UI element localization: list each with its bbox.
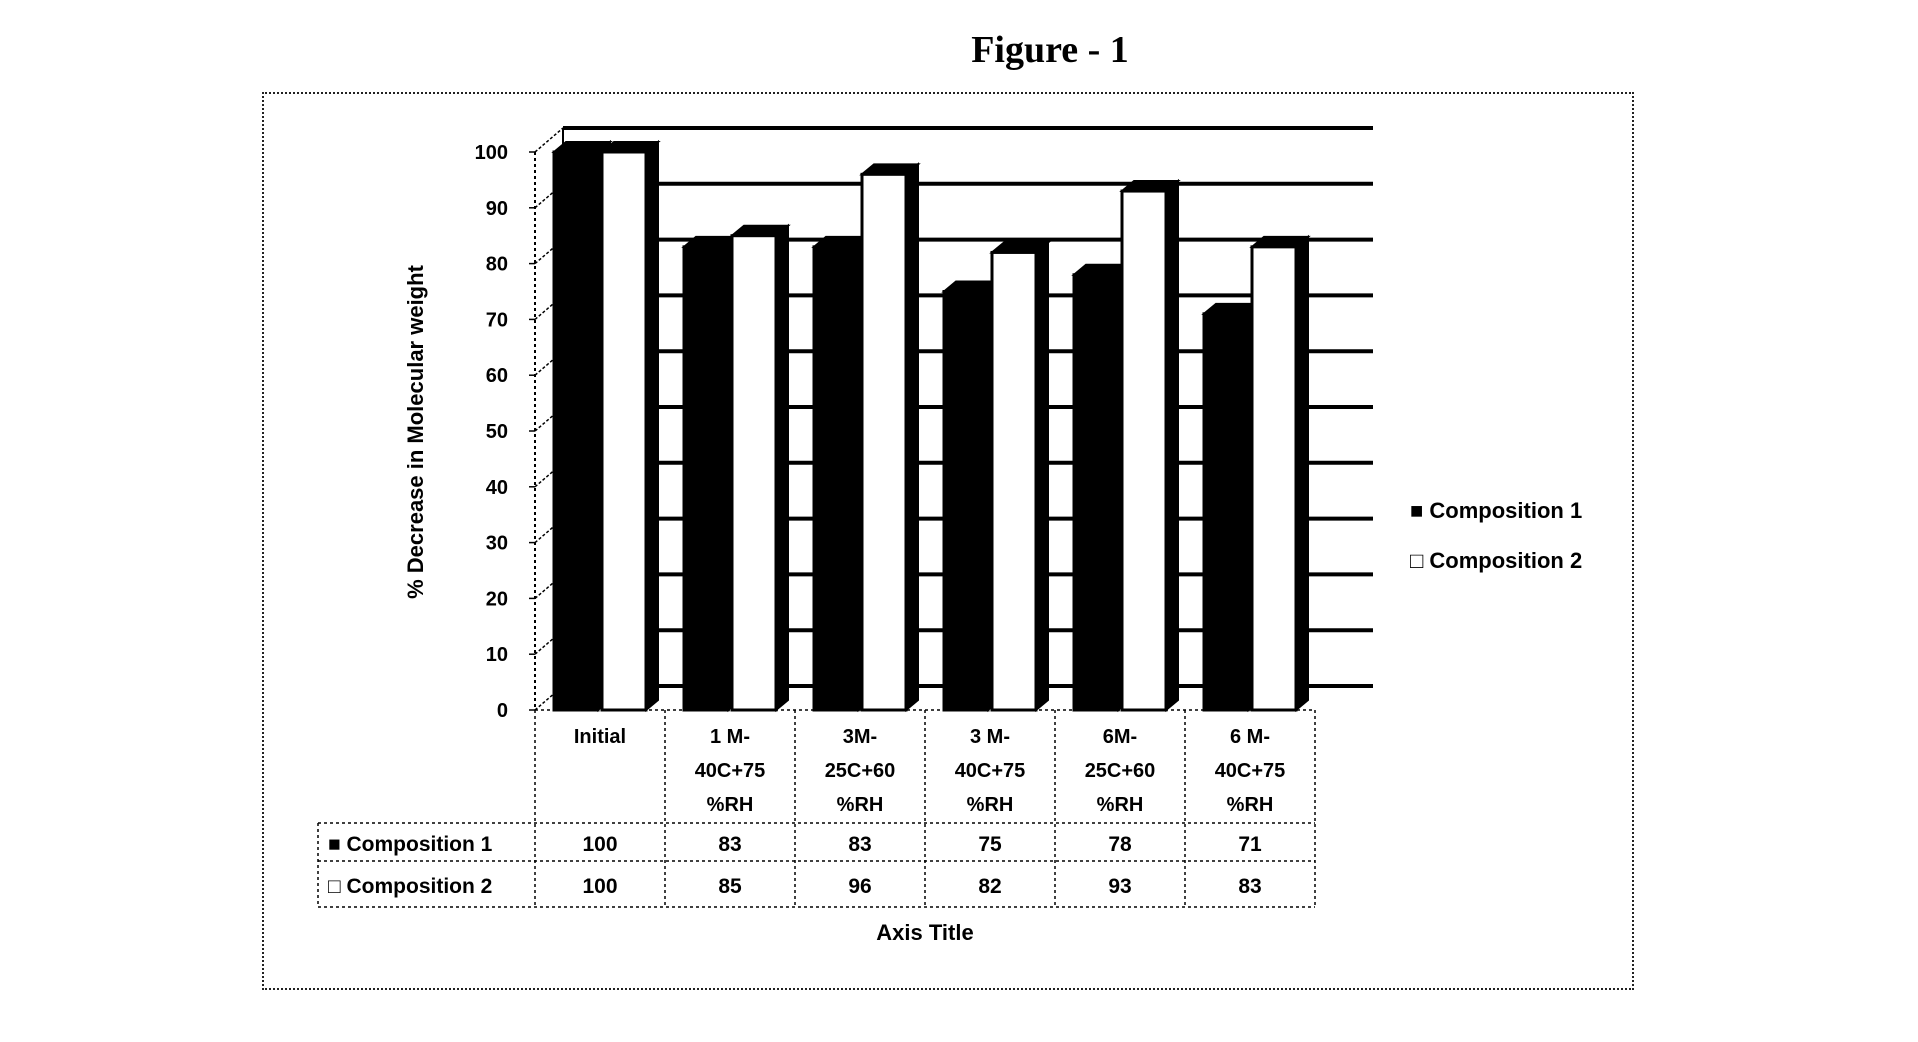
table-cell-0-4: 78: [1108, 833, 1132, 856]
table-cell-1-0: 100: [582, 875, 617, 898]
y-tick-label-30: 30: [486, 533, 508, 555]
bar-side: [1035, 240, 1049, 713]
bar-front: [860, 172, 908, 712]
bar-front: [1202, 312, 1250, 712]
x-category-label-5-2: %RH: [1227, 794, 1274, 816]
bar-front: [682, 245, 730, 712]
bar-front: [990, 250, 1038, 712]
bar-side: [1295, 234, 1309, 713]
y-tick-label-50: 50: [486, 421, 508, 443]
x-category-label-2-1: 25C+60: [825, 760, 896, 782]
x-category-label-1-1: 40C+75: [695, 760, 766, 782]
table-cell-1-3: 82: [978, 875, 1001, 898]
y-tick-label-70: 70: [486, 309, 508, 331]
chart-frame: [262, 92, 1634, 990]
y-tick-label-20: 20: [486, 588, 508, 610]
y-tick-label-100: 100: [475, 142, 508, 164]
bar-1-1: [729, 223, 791, 713]
bar-side: [905, 162, 919, 713]
table-cell-0-3: 75: [978, 833, 1002, 856]
y-tick-label-90: 90: [486, 198, 508, 220]
x-category-label-4-0: 6M-: [1103, 726, 1137, 748]
table-cell-1-5: 83: [1238, 875, 1261, 898]
figure-title: Figure - 1: [971, 29, 1129, 71]
table-cell-0-1: 83: [718, 833, 741, 856]
y-tick-label-40: 40: [486, 477, 508, 499]
y-tick-label-80: 80: [486, 254, 508, 276]
side-gridline-100: [534, 127, 564, 153]
x-category-label-1-0: 1 M-: [710, 726, 750, 748]
bar-front: [942, 290, 990, 712]
table-row-label-0: ■ Composition 1: [328, 833, 493, 856]
bar-1-2: [859, 162, 921, 713]
table-cell-0-5: 71: [1238, 833, 1262, 856]
bar-front: [600, 150, 648, 712]
bar-front: [1120, 189, 1168, 712]
y-axis-label: % Decrease in Molecular weight: [403, 264, 428, 598]
x-category-label-4-2: %RH: [1097, 794, 1144, 816]
bar-front: [812, 245, 860, 712]
bar-front: [1072, 273, 1120, 712]
bar-side: [775, 223, 789, 713]
table-cell-1-2: 96: [848, 875, 871, 898]
bar-1-4: [1119, 178, 1181, 713]
x-category-label-0-0: Initial: [574, 726, 626, 748]
x-category-label-3-2: %RH: [967, 794, 1014, 816]
x-category-label-1-2: %RH: [707, 794, 754, 816]
x-category-label-2-2: %RH: [837, 794, 884, 816]
table-cell-0-0: 100: [582, 833, 617, 856]
table-row-label-1: □ Composition 2: [328, 875, 492, 898]
table-cell-1-1: 85: [718, 875, 742, 898]
x-category-label-3-0: 3 M-: [970, 726, 1010, 748]
x-category-label-4-1: 25C+60: [1085, 760, 1156, 782]
x-category-label-3-1: 40C+75: [955, 760, 1026, 782]
bar-1-0: [599, 139, 661, 713]
y-tick-label-10: 10: [486, 644, 508, 666]
y-tick-label-60: 60: [486, 365, 508, 387]
bar-1-5: [1249, 234, 1311, 713]
bar-front: [552, 150, 600, 712]
table-cell-0-2: 83: [848, 833, 871, 856]
bar-front: [1250, 245, 1298, 712]
bar-1-3: [989, 240, 1051, 713]
bar-front: [730, 234, 778, 712]
legend-entry-1: □ Composition 2: [1410, 548, 1582, 573]
bar-side: [645, 139, 659, 713]
x-axis-label: Axis Title: [876, 920, 973, 945]
x-category-label-2-0: 3M-: [843, 726, 877, 748]
bar-side: [1165, 178, 1179, 713]
x-category-label-5-0: 6 M-: [1230, 726, 1270, 748]
legend-entry-0: ■ Composition 1: [1410, 498, 1582, 523]
y-tick-label-0: 0: [497, 700, 508, 722]
x-category-label-5-1: 40C+75: [1215, 760, 1286, 782]
table-cell-1-4: 93: [1108, 875, 1131, 898]
